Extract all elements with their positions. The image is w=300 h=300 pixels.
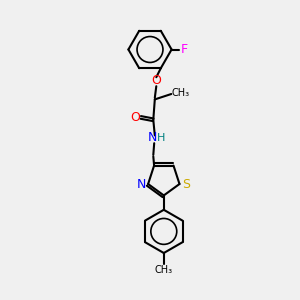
- Text: N: N: [137, 178, 146, 190]
- Text: CH₃: CH₃: [155, 265, 173, 275]
- Text: N: N: [148, 131, 157, 144]
- Text: S: S: [182, 178, 190, 190]
- Text: CH₃: CH₃: [171, 88, 189, 98]
- Text: O: O: [130, 111, 140, 124]
- Text: O: O: [152, 74, 161, 87]
- Text: F: F: [181, 43, 188, 56]
- Text: H: H: [157, 133, 166, 143]
